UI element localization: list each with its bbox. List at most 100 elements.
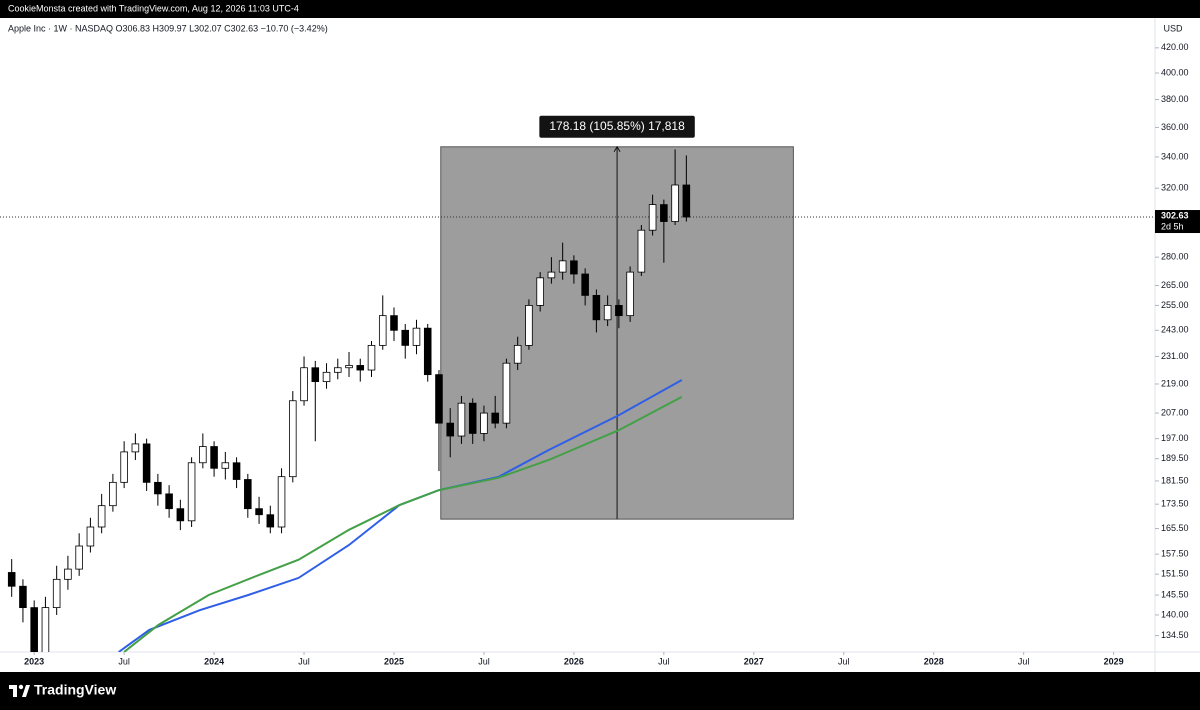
countdown: 2d 5h bbox=[1161, 221, 1184, 231]
candle-body bbox=[491, 412, 499, 424]
candle-body bbox=[131, 443, 140, 453]
candle-body bbox=[176, 508, 185, 522]
measure-arrow bbox=[613, 145, 621, 153]
currency: USD bbox=[1163, 23, 1183, 33]
candle-body bbox=[423, 327, 432, 376]
candle-body bbox=[592, 294, 601, 321]
y-tick-label: 151.50 bbox=[1161, 569, 1189, 579]
candle-body bbox=[648, 204, 657, 231]
candle-body bbox=[412, 327, 421, 346]
candle-body bbox=[19, 585, 27, 609]
y-tick-label: 243.00 bbox=[1161, 325, 1189, 335]
candle-body bbox=[468, 402, 477, 434]
candle-body bbox=[41, 607, 50, 652]
candle-body bbox=[637, 229, 646, 273]
candle-body bbox=[154, 481, 162, 495]
y-tick-label: 219.00 bbox=[1161, 378, 1189, 388]
y-tick-label: 165.50 bbox=[1161, 523, 1189, 533]
candle-body bbox=[435, 374, 443, 424]
candle-body bbox=[502, 362, 511, 424]
footer-bar bbox=[0, 672, 1200, 710]
top-bar bbox=[0, 0, 1200, 18]
candle-body bbox=[311, 367, 320, 383]
candle-body bbox=[210, 446, 218, 469]
candle-body bbox=[570, 260, 578, 275]
candle-body bbox=[30, 607, 38, 652]
x-tick-label: Jul bbox=[1018, 656, 1030, 666]
measure-label: 178.18 (105.85%) 17,818 bbox=[549, 119, 685, 133]
candle-body bbox=[277, 476, 286, 528]
y-tick-label: 340.00 bbox=[1161, 151, 1189, 161]
candle-body bbox=[356, 365, 365, 371]
x-tick-label: 2027 bbox=[744, 656, 764, 666]
candle-body bbox=[322, 371, 331, 383]
y-tick-label: 181.50 bbox=[1161, 475, 1189, 485]
moving-average bbox=[123, 396, 683, 652]
candle-body bbox=[120, 451, 128, 483]
candle-body bbox=[660, 204, 668, 222]
y-tick-label: 207.00 bbox=[1161, 407, 1189, 417]
candle-body bbox=[266, 514, 275, 528]
x-tick-label: 2025 bbox=[384, 656, 404, 666]
x-tick-label: Jul bbox=[838, 656, 850, 666]
candle-body bbox=[513, 344, 522, 364]
brand: TradingView bbox=[34, 682, 116, 698]
candle-body bbox=[7, 572, 16, 587]
x-tick-label: 2028 bbox=[924, 656, 944, 666]
candle-body bbox=[603, 305, 612, 321]
y-tick-label: 420.00 bbox=[1161, 42, 1189, 52]
candle-body bbox=[581, 273, 589, 296]
candle-body bbox=[558, 260, 567, 273]
x-tick-label: Jul bbox=[478, 656, 490, 666]
y-tick-label: 157.50 bbox=[1161, 549, 1189, 559]
candle-body bbox=[367, 344, 376, 371]
y-tick-label: 173.50 bbox=[1161, 499, 1189, 509]
y-tick-label: 140.00 bbox=[1161, 609, 1189, 619]
y-tick-label: 255.00 bbox=[1161, 300, 1189, 310]
candle-body bbox=[255, 508, 263, 516]
candle-body bbox=[378, 315, 387, 346]
candle-body bbox=[525, 305, 533, 346]
measure-label-bg bbox=[539, 115, 695, 138]
x-tick-label: Jul bbox=[298, 656, 310, 666]
y-tick-label: 320.00 bbox=[1161, 183, 1189, 193]
x-tick-label: 2029 bbox=[1104, 656, 1124, 666]
moving-average bbox=[118, 379, 683, 652]
x-tick-label: Jul bbox=[118, 656, 130, 666]
candle-body bbox=[142, 443, 151, 483]
symbol-legend: Apple Inc · 1W · NASDAQ O306.83 H309.97 … bbox=[8, 23, 328, 33]
brand-logo bbox=[9, 684, 30, 697]
candle-body bbox=[547, 271, 556, 279]
candle-body bbox=[401, 329, 410, 346]
candle-body bbox=[536, 277, 544, 306]
candle-body bbox=[615, 305, 623, 317]
y-tick-label: 400.00 bbox=[1161, 67, 1189, 77]
x-tick-label: Jul bbox=[658, 656, 670, 666]
y-tick-label: 189.50 bbox=[1161, 453, 1189, 463]
candle-body bbox=[626, 271, 634, 317]
candle-body bbox=[446, 422, 454, 437]
y-tick-label: 197.00 bbox=[1161, 433, 1189, 443]
candle-body bbox=[289, 400, 297, 478]
candle-body bbox=[300, 367, 308, 402]
candle-body bbox=[244, 479, 252, 510]
y-tick-label: 380.00 bbox=[1161, 94, 1189, 104]
candle-body bbox=[232, 462, 241, 480]
candle-body bbox=[682, 184, 691, 218]
candle-body bbox=[199, 446, 207, 464]
plot-area bbox=[0, 145, 1155, 652]
x-tick-label: 2023 bbox=[24, 656, 44, 666]
price-tag-value: 302.63 bbox=[1161, 210, 1189, 220]
x-tick-label: 2026 bbox=[564, 656, 584, 666]
candle-body bbox=[390, 315, 398, 331]
candle-body bbox=[52, 578, 61, 609]
x-tick-label: 2024 bbox=[204, 656, 224, 666]
candle-body bbox=[187, 462, 196, 522]
y-tick-label: 265.00 bbox=[1161, 280, 1189, 290]
candle-body bbox=[64, 568, 72, 580]
y-tick-label: 145.50 bbox=[1161, 589, 1189, 599]
y-tick-label: 231.00 bbox=[1161, 351, 1189, 361]
candle-body bbox=[109, 481, 117, 507]
